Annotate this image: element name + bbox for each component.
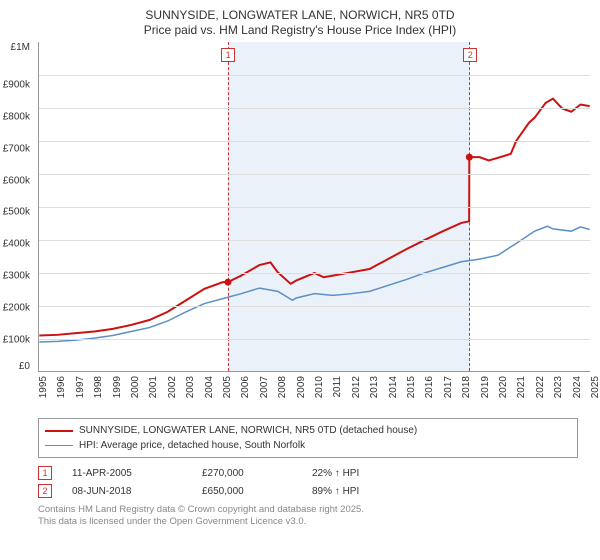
series-price_paid — [39, 99, 589, 336]
y-tick-label: £500k — [2, 207, 30, 218]
x-tick-label: 2019 — [480, 376, 491, 398]
sale-events: 1 11-APR-2005 £270,000 22% ↑ HPI 2 08-JUN-201… — [38, 464, 578, 500]
x-tick-label: 2001 — [148, 376, 159, 398]
gridline — [39, 75, 590, 76]
gridline — [39, 141, 590, 142]
y-tick-label: £600k — [2, 175, 30, 186]
x-tick-label: 2021 — [516, 376, 527, 398]
x-tick-label: 2002 — [167, 376, 178, 398]
x-tick-label: 2012 — [351, 376, 362, 398]
series-hpi — [39, 226, 589, 342]
gridline — [39, 108, 590, 109]
y-tick-label: £700k — [2, 143, 30, 154]
x-tick-label: 2022 — [535, 376, 546, 398]
sale-dot — [466, 154, 473, 161]
footer-line1: Contains HM Land Registry data © Crown c… — [38, 504, 578, 516]
event-marker: 2 — [38, 484, 52, 498]
y-tick-label: £900k — [2, 79, 30, 90]
x-tick-label: 1995 — [38, 376, 49, 398]
legend-row: HPI: Average price, detached house, Sout… — [45, 438, 571, 453]
gridline — [39, 207, 590, 208]
x-tick-label: 1998 — [93, 376, 104, 398]
x-tick-label: 2018 — [461, 376, 472, 398]
y-tick-label: £200k — [2, 303, 30, 314]
event-row: 1 11-APR-2005 £270,000 22% ↑ HPI — [38, 464, 578, 482]
gridline — [39, 306, 590, 307]
x-tick-label: 2017 — [443, 376, 454, 398]
legend-swatch — [45, 430, 73, 432]
event-price: £270,000 — [202, 468, 292, 479]
plot: 12 — [38, 42, 590, 372]
legend-label: HPI: Average price, detached house, Sout… — [79, 438, 305, 453]
x-tick-label: 2005 — [222, 376, 233, 398]
sale-marker-1: 1 — [221, 48, 235, 62]
x-tick-label: 2025 — [590, 376, 600, 398]
y-tick-label: £100k — [2, 335, 30, 346]
chart-title: SUNNYSIDE, LONGWATER LANE, NORWICH, NR5 … — [10, 8, 590, 38]
y-tick-label: £0 — [2, 361, 30, 372]
legend-row: SUNNYSIDE, LONGWATER LANE, NORWICH, NR5 … — [45, 423, 571, 438]
x-tick-label: 2014 — [388, 376, 399, 398]
x-tick-label: 2000 — [130, 376, 141, 398]
sale-marker-2: 2 — [463, 48, 477, 62]
x-tick-label: 2024 — [572, 376, 583, 398]
x-tick-label: 2015 — [406, 376, 417, 398]
x-tick-label: 2008 — [277, 376, 288, 398]
gridline — [39, 240, 590, 241]
y-tick-label: £1M — [2, 42, 30, 53]
x-tick-label: 2020 — [498, 376, 509, 398]
x-tick-label: 1997 — [75, 376, 86, 398]
y-tick-label: £400k — [2, 239, 30, 250]
x-tick-label: 1999 — [112, 376, 123, 398]
title-line2: Price paid vs. HM Land Registry's House … — [10, 23, 590, 38]
x-tick-label: 1996 — [56, 376, 67, 398]
event-delta: 22% ↑ HPI — [312, 468, 359, 479]
x-tick-label: 2009 — [296, 376, 307, 398]
x-tick-label: 2011 — [332, 376, 343, 398]
x-tick-label: 2007 — [259, 376, 270, 398]
plot-area: £1M£900k£800k£700k£600k£500k£400k£300k£2… — [30, 42, 590, 372]
gridline — [39, 273, 590, 274]
event-date: 08-JUN-2018 — [72, 486, 182, 497]
x-tick-label: 2004 — [204, 376, 215, 398]
x-tick-label: 2016 — [424, 376, 435, 398]
chart-container: SUNNYSIDE, LONGWATER LANE, NORWICH, NR5 … — [0, 0, 600, 533]
footer-line2: This data is licensed under the Open Gov… — [38, 516, 578, 528]
title-line1: SUNNYSIDE, LONGWATER LANE, NORWICH, NR5 … — [10, 8, 590, 23]
event-delta: 89% ↑ HPI — [312, 486, 359, 497]
gridline — [39, 174, 590, 175]
event-price: £650,000 — [202, 486, 292, 497]
y-axis-labels: £1M £900k £800k £700k £600k £500k £400k £300k £2… — [2, 42, 30, 372]
x-tick-label: 2003 — [185, 376, 196, 398]
x-tick-label: 2023 — [553, 376, 564, 398]
x-tick-label: 2006 — [240, 376, 251, 398]
legend-swatch — [45, 445, 73, 446]
gridline — [39, 339, 590, 340]
y-tick-label: £800k — [2, 111, 30, 122]
legend-label: SUNNYSIDE, LONGWATER LANE, NORWICH, NR5 … — [79, 423, 417, 438]
event-marker: 1 — [38, 466, 52, 480]
event-date: 11-APR-2005 — [72, 468, 182, 479]
x-axis-labels: 1995 1996 1997 1998 1999 2000 2001 2002 2003 2004… — [38, 372, 590, 412]
event-row: 2 08-JUN-2018 £650,000 89% ↑ HPI — [38, 482, 578, 500]
x-tick-label: 2010 — [314, 376, 325, 398]
x-tick-label: 2013 — [369, 376, 380, 398]
legend: SUNNYSIDE, LONGWATER LANE, NORWICH, NR5 … — [38, 418, 578, 458]
footer: Contains HM Land Registry data © Crown c… — [38, 504, 578, 529]
sale-dot — [224, 279, 231, 286]
y-tick-label: £300k — [2, 271, 30, 282]
